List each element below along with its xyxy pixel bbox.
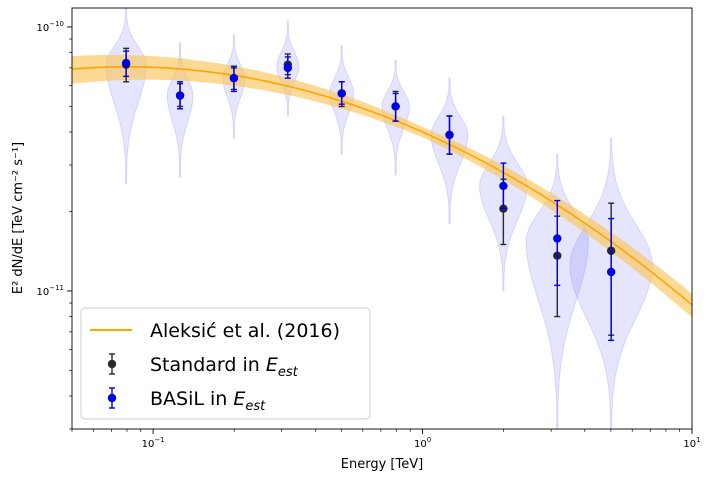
basil-point-4 — [337, 81, 346, 105]
x-axis-label: Energy [TeV] — [341, 457, 423, 472]
reference-curve — [72, 66, 692, 306]
basil-point-0 — [121, 50, 131, 78]
y-tick-label: 10−11 — [36, 284, 64, 298]
basil-point-1 — [175, 81, 185, 110]
basil-marker — [606, 267, 616, 277]
basil-marker — [175, 91, 185, 100]
reference-curve-layer — [72, 66, 692, 306]
basil-marker — [229, 73, 239, 83]
basil-point-8 — [553, 199, 562, 287]
legend-standard-swatch — [107, 353, 117, 375]
data-points-layer — [121, 47, 616, 342]
basil-point-5 — [391, 92, 400, 122]
basil-marker — [445, 130, 454, 140]
basil-point-9 — [606, 217, 616, 342]
basil-marker — [553, 234, 562, 243]
basil-marker — [121, 58, 131, 68]
legend-basil-swatch — [107, 387, 117, 409]
y-axis-label: E² dN/dE [TeV cm⁻² s⁻¹] — [11, 142, 26, 294]
legend-label-standard: Standard in Eest — [150, 354, 299, 380]
basil-point-7 — [499, 162, 508, 210]
x-tick-label: 10−1 — [142, 436, 165, 450]
legend-box — [80, 307, 371, 420]
basil-marker — [391, 102, 400, 111]
basil-point-6 — [445, 115, 454, 155]
basil-point-3 — [283, 56, 293, 79]
x-tick-label: 101 — [683, 436, 700, 450]
basil-point-2 — [229, 65, 239, 93]
y-tick-label: 10−10 — [36, 20, 64, 34]
basil-marker — [283, 63, 293, 73]
basil-marker — [337, 89, 346, 98]
legend-label-basil: BASiL in Eest — [150, 388, 266, 414]
basil-marker — [499, 181, 508, 191]
legend-label-reference: Aleksić et al. (2016) — [150, 320, 340, 342]
ticks-layer: 10−1 100 101 10−11 10−10 — [36, 20, 700, 450]
legend: Aleksić et al. (2016) Standard in Eest B… — [80, 307, 371, 420]
x-tick-label: 100 — [414, 436, 431, 450]
plot-frame — [71, 7, 693, 430]
